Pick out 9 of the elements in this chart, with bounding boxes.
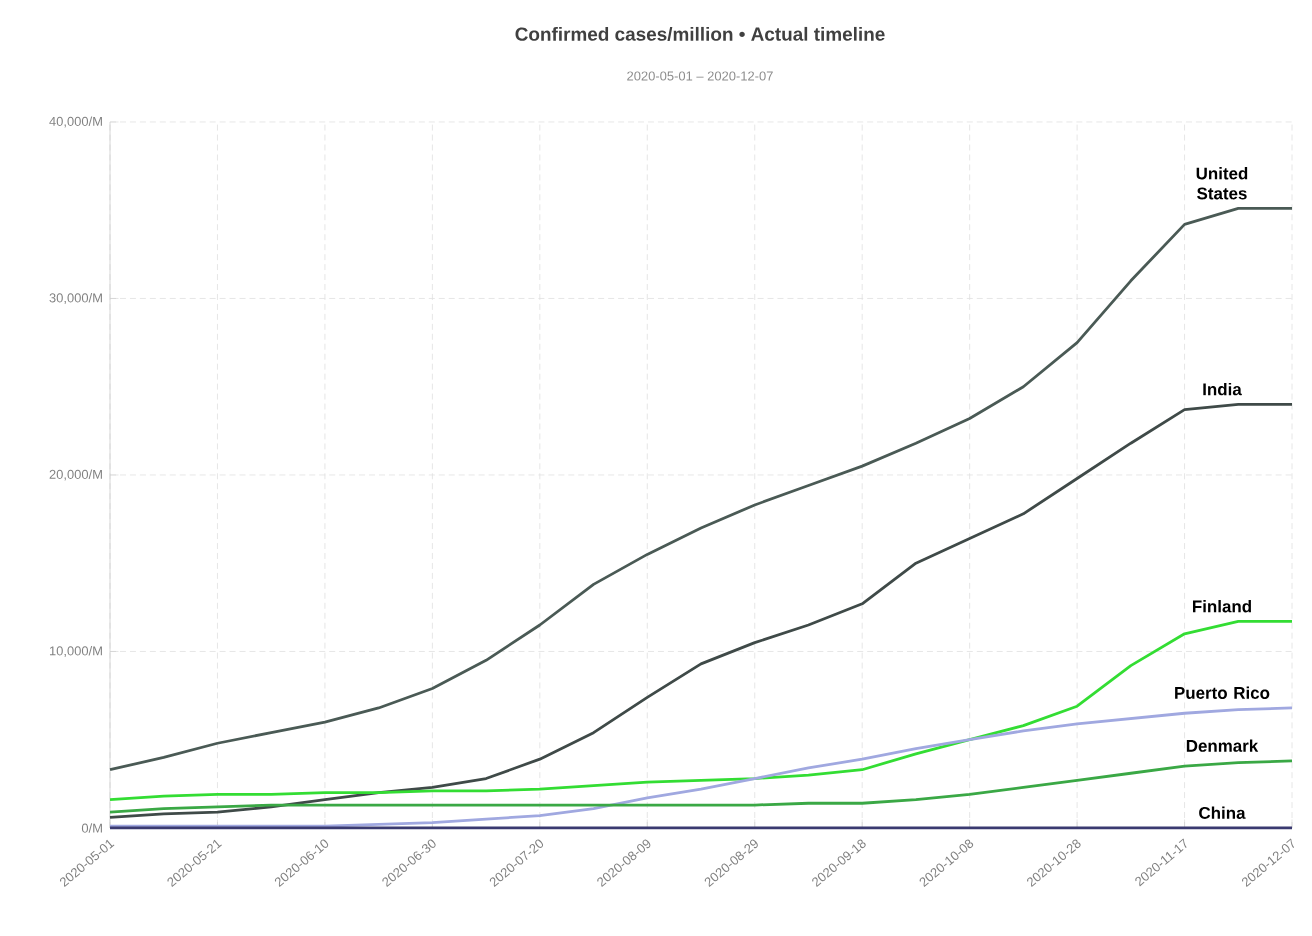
series-label: Denmark (1186, 739, 1259, 752)
series-label: Finland (1192, 599, 1251, 613)
series-label: China (1199, 806, 1246, 819)
series-label: United States (1196, 167, 1248, 200)
series-label: India (1203, 382, 1242, 396)
line-series (108, 402, 1294, 819)
line-series (108, 207, 1294, 772)
series-label: Puerto Rico (1175, 686, 1270, 699)
chart-title: Confirmed cases/million • Actual timeline (515, 26, 885, 42)
